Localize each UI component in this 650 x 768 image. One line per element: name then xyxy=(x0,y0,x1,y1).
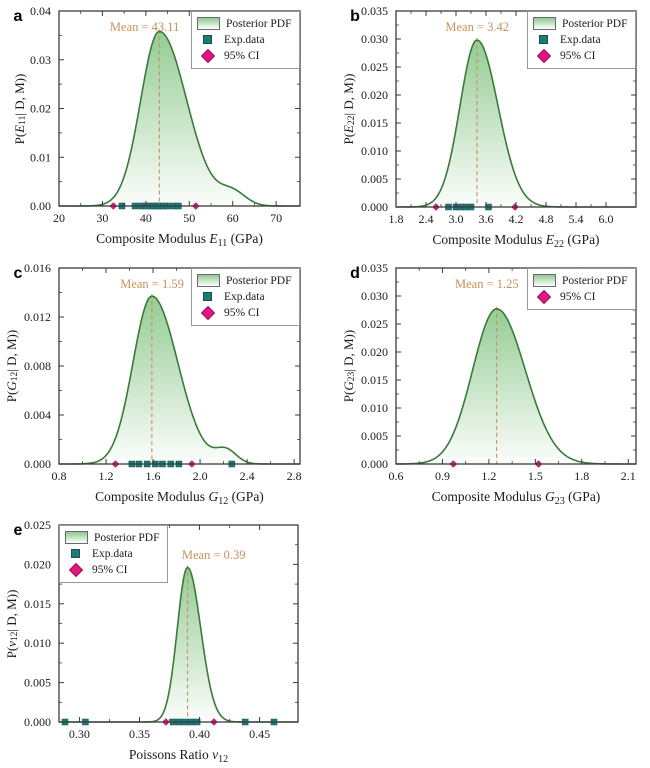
svg-text:0.015: 0.015 xyxy=(24,597,51,611)
svg-text:0.000: 0.000 xyxy=(24,715,51,729)
svg-text:0.35: 0.35 xyxy=(129,727,150,741)
svg-text:Mean = 0.39: Mean = 0.39 xyxy=(182,548,246,562)
svg-text:0.45: 0.45 xyxy=(249,727,270,741)
svg-text:0.025: 0.025 xyxy=(24,518,51,532)
svg-text:0.005: 0.005 xyxy=(24,676,51,690)
svg-text:0.30: 0.30 xyxy=(69,727,90,741)
svg-text:0.020: 0.020 xyxy=(24,557,51,571)
svg-text:0.010: 0.010 xyxy=(24,636,51,650)
svg-text:0.40: 0.40 xyxy=(189,727,210,741)
